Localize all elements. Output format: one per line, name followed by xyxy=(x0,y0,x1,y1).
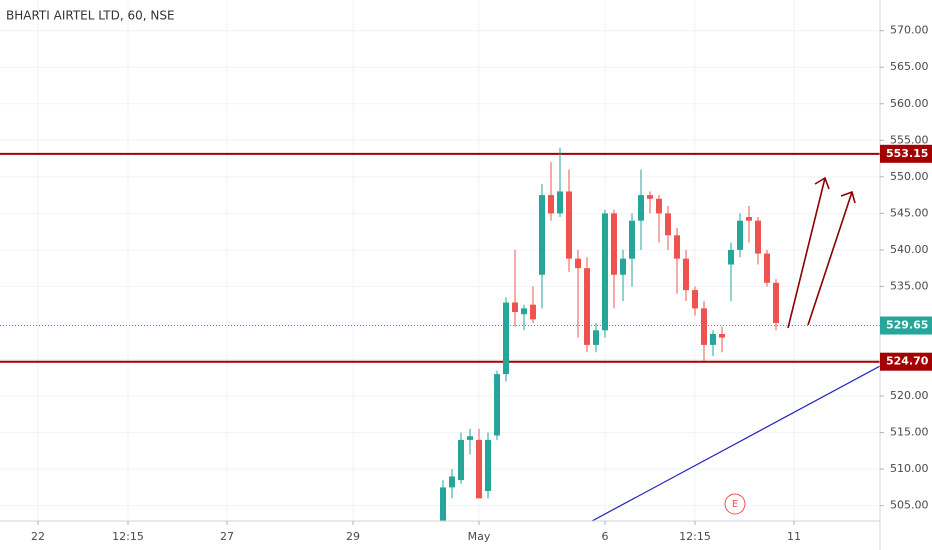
candle-body xyxy=(692,290,698,309)
level-label: 553.15 xyxy=(886,147,928,160)
y-tick-label: 555.00 xyxy=(890,133,929,146)
candle-body xyxy=(467,436,473,440)
candle-body xyxy=(566,191,572,259)
y-tick-label: 535.00 xyxy=(890,279,929,292)
candle-body xyxy=(503,302,509,375)
candle-body xyxy=(728,249,734,265)
candle-body xyxy=(737,220,743,250)
arrow xyxy=(787,176,830,329)
candle-body xyxy=(773,282,779,323)
candle-body xyxy=(593,330,599,345)
candle-body xyxy=(647,195,653,199)
y-tick-label: 510.00 xyxy=(890,462,929,475)
candle-body xyxy=(719,333,725,338)
x-tick-label: 29 xyxy=(346,530,360,543)
candle-body xyxy=(557,191,563,214)
candle-body xyxy=(521,308,527,315)
candle-body xyxy=(449,476,455,488)
candle-body xyxy=(620,258,626,275)
level-tag xyxy=(880,144,932,163)
y-tick-label: 560.00 xyxy=(890,97,929,110)
chart-title: BHARTI AIRTEL LTD, 60, NSE xyxy=(6,9,175,23)
candle-body xyxy=(611,213,617,275)
x-tick-label: 27 xyxy=(220,530,234,543)
x-tick-label: 22 xyxy=(31,530,45,543)
y-tick-label: 570.00 xyxy=(890,24,929,37)
y-tick-label: 550.00 xyxy=(890,170,929,183)
last-price-tag xyxy=(880,316,932,335)
trend-line xyxy=(591,365,880,521)
candle-body xyxy=(746,217,752,221)
candle-body xyxy=(710,333,716,345)
arrow xyxy=(807,190,856,326)
x-tick-label: 6 xyxy=(602,530,609,543)
plot xyxy=(0,147,880,521)
event-label: E xyxy=(732,499,738,510)
y-tick-label: 505.00 xyxy=(890,499,929,512)
grid xyxy=(0,0,880,521)
candle-body xyxy=(548,195,554,214)
level-tag xyxy=(880,352,932,371)
x-tick-label: May xyxy=(468,530,491,543)
y-tick-label: 545.00 xyxy=(890,206,929,219)
candle-body xyxy=(638,195,644,221)
candle-body xyxy=(458,439,464,481)
y-tick-label: 520.00 xyxy=(890,389,929,402)
x-tick-label: 12:15 xyxy=(679,530,711,543)
candle-body xyxy=(584,268,590,345)
arrows xyxy=(787,176,856,329)
y-tick-label: 565.00 xyxy=(890,60,929,73)
x-tick-label: 11 xyxy=(787,530,801,543)
candle-body xyxy=(674,235,680,259)
candle-body xyxy=(530,304,536,320)
candle-body xyxy=(602,213,608,331)
candle-body xyxy=(656,198,662,214)
candle-body xyxy=(539,195,545,275)
candle-body xyxy=(575,258,581,269)
level-label: 524.70 xyxy=(886,355,929,368)
candle-body xyxy=(665,213,671,236)
y-tick-label: 540.00 xyxy=(890,243,929,256)
candle-body xyxy=(755,220,761,254)
candle-body xyxy=(629,220,635,259)
candle-body xyxy=(485,439,491,492)
x-tick-label: 12:15 xyxy=(112,530,144,543)
candle-body xyxy=(683,258,689,291)
candle-body xyxy=(512,302,518,313)
candle-body xyxy=(440,487,446,521)
last-price-label: 529.65 xyxy=(886,319,928,332)
y-tick-label: 515.00 xyxy=(890,426,929,439)
candle-body xyxy=(701,308,707,345)
candle-body xyxy=(494,374,500,436)
event-marker[interactable] xyxy=(724,493,746,515)
candle-body xyxy=(764,253,770,283)
candle-body xyxy=(476,439,482,499)
